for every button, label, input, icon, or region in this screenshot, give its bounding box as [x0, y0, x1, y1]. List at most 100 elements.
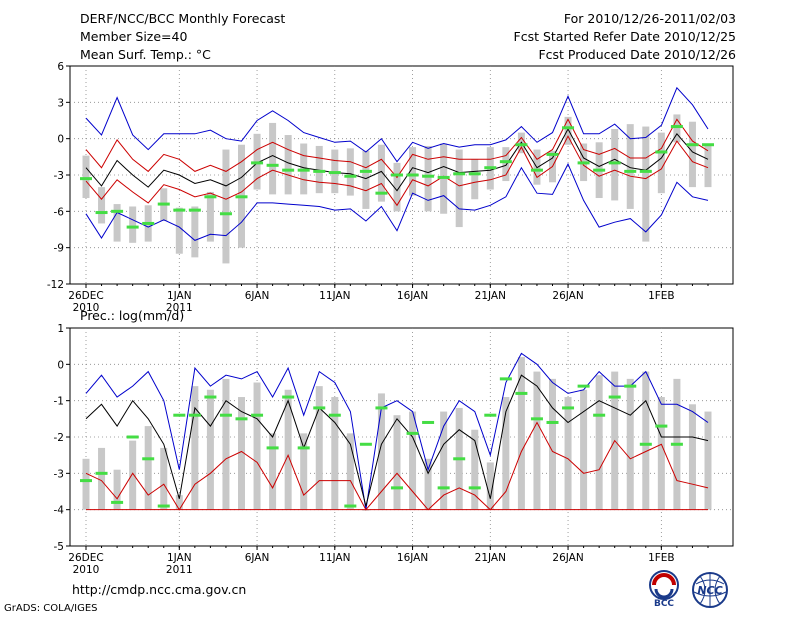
y-tick-label: -12 [47, 279, 64, 291]
ensemble-box [315, 386, 323, 510]
y-tick-label: 6 [57, 61, 64, 73]
y-tick-label: -2 [54, 432, 64, 444]
obs-marker [204, 395, 217, 399]
ensemble-box [486, 462, 494, 510]
series-line-lower [85, 421, 709, 511]
ensemble-box [471, 429, 479, 510]
obs-marker [453, 457, 466, 461]
ensemble-box [206, 191, 214, 242]
y-tick-label: -6 [54, 206, 65, 218]
fcst-produced-date: Fcst Produced Date 2010/12/26 [538, 47, 736, 62]
obs-marker [142, 221, 155, 225]
ensemble-box [238, 397, 245, 510]
obs-marker [515, 391, 528, 395]
ensemble-box [704, 411, 712, 510]
ensemble-box [191, 206, 199, 258]
x-tick-label: 21JAN [475, 290, 506, 302]
ensemble-box [206, 389, 214, 510]
grads-credit: GrADS: COLA/IGES [4, 603, 98, 614]
obs-marker [530, 417, 543, 421]
y-tick-label: 0 [57, 359, 64, 371]
obs-marker [313, 406, 326, 410]
obs-marker [188, 413, 201, 417]
y-tick-label: -3 [54, 170, 64, 182]
ensemble-box [409, 147, 417, 196]
obs-marker [484, 166, 497, 170]
y-tick-label: 3 [57, 97, 64, 109]
ensemble-box [269, 122, 277, 195]
y-tick-label: 0 [57, 134, 64, 146]
obs-marker [142, 457, 155, 461]
ensemble-box [113, 469, 121, 510]
ensemble-box [300, 433, 308, 510]
x-tick-label: 6JAN [245, 552, 270, 564]
y-tick-label: -3 [54, 468, 64, 480]
ensemble-box [626, 124, 634, 209]
obs-marker [624, 384, 637, 388]
x-tick-label: 26JAN [552, 290, 583, 302]
ensemble-box [160, 447, 168, 510]
obs-marker [670, 125, 683, 129]
obs-marker [297, 446, 310, 450]
obs-marker [235, 195, 248, 199]
x-tick-label: 6JAN [245, 290, 270, 302]
obs-marker [126, 225, 139, 229]
x-tick-label: 1FEB [648, 290, 675, 302]
ensemble-box [688, 404, 696, 510]
obs-marker [530, 168, 543, 172]
obs-marker [608, 395, 621, 399]
obs-marker [95, 471, 108, 475]
obs-marker [219, 413, 232, 417]
ensemble-box [377, 144, 385, 202]
ensemble-box [362, 150, 370, 209]
obs-marker [157, 504, 170, 508]
ensemble-box [346, 433, 354, 510]
obs-marker [468, 172, 481, 176]
obs-marker [422, 420, 435, 424]
ensemble-box [222, 378, 230, 510]
obs-marker [282, 168, 295, 172]
ensemble-box [688, 121, 696, 188]
y-tick-label: -5 [54, 541, 64, 553]
obs-marker [437, 486, 450, 490]
ensemble-box [253, 382, 261, 510]
obs-marker [204, 195, 217, 199]
x-tick-year-label: 2010 [73, 302, 100, 314]
ensemble-box [393, 162, 401, 212]
obs-marker [702, 143, 714, 147]
ensemble-box [424, 145, 432, 212]
obs-marker [515, 143, 528, 147]
ensemble-box [98, 187, 106, 224]
ensemble-box [673, 114, 681, 143]
ensemble-box [144, 426, 152, 510]
ensemble-box [82, 155, 90, 199]
obs-marker [546, 420, 559, 424]
obs-marker [593, 168, 606, 172]
ensemble-box [393, 415, 401, 510]
obs-marker [624, 169, 637, 173]
x-tick-label: 11JAN [319, 290, 350, 302]
source-url-link[interactable]: http://cmdp.ncc.cma.gov.cn [72, 582, 247, 597]
obs-marker [328, 171, 341, 175]
obs-marker [391, 173, 403, 177]
obs-marker [359, 442, 372, 446]
obs-marker [80, 177, 92, 181]
panel-title: Prec.: log(mm/d) [80, 308, 184, 323]
y-tick-label: -4 [54, 505, 65, 517]
obs-marker [235, 417, 248, 421]
obs-marker [251, 161, 264, 165]
obs-marker [655, 150, 668, 154]
ensemble-box [626, 378, 634, 510]
variable-label: Mean Surf. Temp.: °C [80, 47, 211, 62]
member-size-label: Member Size=40 [80, 29, 188, 44]
ensemble-box [191, 386, 199, 510]
ensemble-box [269, 433, 277, 510]
obs-marker [80, 479, 92, 483]
obs-marker [313, 169, 326, 173]
ensemble-box [98, 447, 106, 510]
obs-marker [173, 208, 186, 212]
ensemble-box [284, 135, 292, 195]
ensemble-box [315, 145, 323, 194]
